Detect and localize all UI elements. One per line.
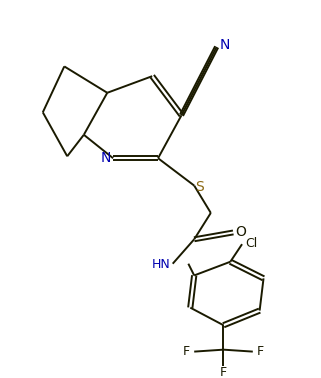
Text: F: F xyxy=(183,345,190,358)
Text: F: F xyxy=(220,366,227,378)
Text: N: N xyxy=(100,151,110,165)
Text: HN: HN xyxy=(152,258,170,271)
Text: F: F xyxy=(257,345,264,358)
Text: N: N xyxy=(219,38,230,52)
Text: S: S xyxy=(195,180,204,194)
Text: O: O xyxy=(236,225,247,239)
Text: Cl: Cl xyxy=(246,237,258,250)
